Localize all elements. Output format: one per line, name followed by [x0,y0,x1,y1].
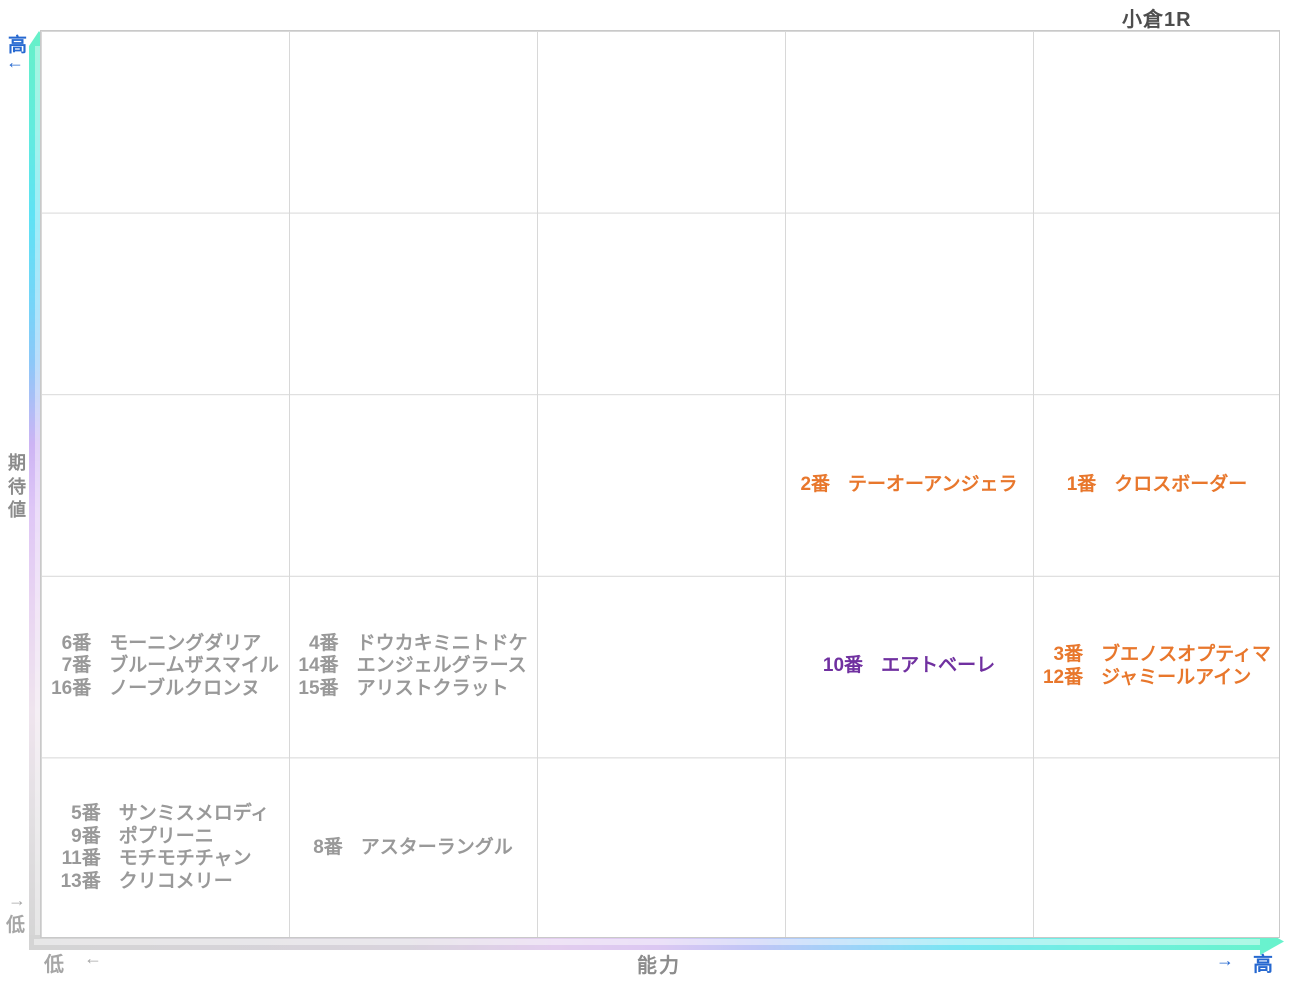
horse-group: 4番 ドウカキミニトドケ 14番 エンジェルグラース 15番 アリストクラット [289,576,537,758]
horse-number: 10番 [822,655,864,677]
horse-group: 3番 ブエノスオプティマ 12番 ジャミールアイン [1033,576,1281,758]
y-axis-high-arrow-icon: ← [6,52,24,72]
horse-name: ノーブルクロンヌ [109,677,261,699]
horse-name: モーニングダリア [109,632,262,654]
horse-name: エアトベーレ [881,655,996,677]
horse-name: モチモチチャン [118,848,252,870]
horse-number: 16番 [51,677,92,699]
horse-number: 15番 [298,677,339,699]
horse-name: クリコメリー [118,870,233,892]
horse-group: 10番 エアトベーレ [785,576,1033,758]
horse-group: 1番 クロスボーダー [1033,394,1281,576]
horse-number: 3番 [1053,644,1084,666]
horse-number: 6番 [61,632,92,654]
y-axis-low-label: 低 [6,915,26,936]
plot-area: 1番 クロスボーダー 2番 テーオーアンジェラ 3番 ブエノスオプティマ 12番 ジャミールア… [40,30,1280,938]
horse-name: ブルームザスマイル [109,655,279,677]
horse-name: エンジェルグラース [356,655,527,677]
horse-name: アリストクラット [356,677,509,699]
y-axis-high-label: 高 [8,35,28,56]
horse-name: アスターラングル [360,836,513,858]
x-axis-title: 能力 [637,955,681,977]
horse-number: 5番 [71,803,101,825]
horse-name: ポプリーニ [118,825,214,847]
horse-number: 13番 [60,870,101,892]
x-axis-low-arrow-icon: ← [84,948,102,968]
horse-name: テーオーアンジェラ [848,473,1018,495]
horse-name: ジャミールアイン [1101,666,1252,688]
horse-name: ドウカキミニトドケ [356,632,528,654]
y-axis-title: 期待値 [8,453,26,520]
horse-number: 12番 [1042,666,1084,688]
horse-number: 2番 [800,473,831,495]
page-title: 小倉1R [1122,9,1192,31]
horse-number: 8番 [313,836,343,858]
horse-number: 7番 [61,655,92,677]
horse-group: 6番 モーニングダリア 7番 ブルームザスマイル 16番 ノーブルクロンヌ [41,576,289,758]
horse-number: 1番 [1066,473,1097,495]
horse-number: 9番 [71,825,101,847]
horse-group: 2番 テーオーアンジェラ [785,394,1033,576]
horse-name: サンミスメロディ [118,803,270,825]
horse-number: 14番 [298,655,339,677]
horse-number: 11番 [61,848,101,870]
horse-group: 8番 アスターラングル [289,757,537,939]
horse-name: ブエノスオプティマ [1101,644,1271,666]
horse-number: 4番 [308,632,339,654]
horse-group: 5番 サンミスメロディ 9番 ポプリーニ 11番 モチモチチャン 13番 クリコメリー [41,757,289,939]
x-axis-high-arrow-icon: → [1216,950,1234,970]
y-axis-low-arrow-icon: → [8,890,26,910]
x-axis-high-label: 高 [1253,954,1273,976]
horse-name: クロスボーダー [1114,473,1248,495]
x-axis-low-label: 低 [44,954,64,976]
